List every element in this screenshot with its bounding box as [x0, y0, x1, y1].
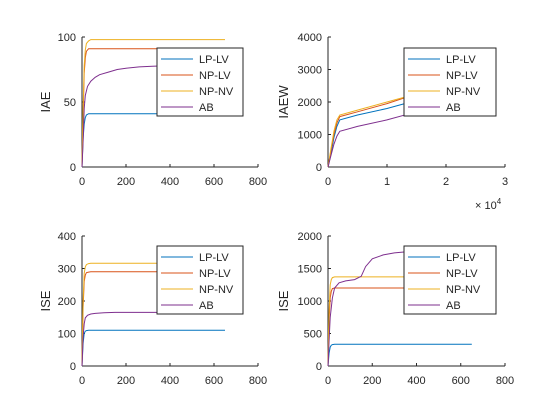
legend-label: NP-NV [446, 86, 481, 98]
x-tick-label: 0 [79, 375, 85, 387]
legend-label: NP-NV [446, 284, 481, 296]
subplot-1: 0 200 400 600 800 0 50 100 IAE LP-LV NP-LV NP-NV AB [38, 32, 267, 188]
x-tick-label: 0 [79, 176, 85, 188]
legend: LP-LV NP-LV NP-NV AB [403, 47, 497, 117]
y-tick-label: 100 [58, 329, 76, 341]
y-tick-label: 0 [316, 162, 322, 174]
legend-label: LP-LV [446, 54, 476, 66]
y-tick-label: 3000 [298, 65, 322, 77]
x-tick-label: 0 [325, 375, 331, 387]
series-line-ab [81, 311, 170, 367]
x-tick-label: 800 [249, 375, 267, 387]
subplot-2: 0 1 2 3 0 1000 2000 3000 4000 IAEW × 104 LP-LV NP-LV… [276, 32, 508, 212]
x-tick-label: 600 [205, 176, 223, 188]
y-tick-label: 1000 [298, 296, 322, 308]
x-tick-label: 2 [443, 176, 449, 188]
legend-label: LP-LV [199, 54, 229, 66]
x-exponent-label: × 104 [475, 197, 502, 212]
legend-label: NP-NV [199, 86, 234, 98]
y-tick-label: 0 [70, 361, 76, 373]
y-tick-label: 500 [304, 329, 322, 341]
series-line-lp-lv [81, 113, 225, 168]
series-line-ab [81, 65, 171, 168]
x-tick-label: 600 [205, 375, 223, 387]
y-tick-label: 400 [58, 231, 76, 243]
series-line-np-nv [81, 39, 225, 168]
series-line-lp-lv [327, 343, 472, 367]
series-line-lp-lv [81, 329, 225, 367]
legend-label: LP-LV [446, 252, 476, 264]
x-tick-label: 400 [161, 176, 179, 188]
x-tick-label: 200 [117, 375, 135, 387]
series-line-np-nv [327, 276, 472, 367]
y-tick-label: 1500 [298, 264, 322, 276]
x-tick-label: 800 [249, 176, 267, 188]
y-tick-label: 200 [58, 296, 76, 308]
series-line-ab [327, 251, 417, 367]
x-tick-label: 400 [407, 375, 425, 387]
y-axis-label: IAEW [276, 85, 291, 119]
legend-label: NP-LV [199, 268, 231, 280]
x-tick-label: 0 [325, 176, 331, 188]
y-tick-label: 4000 [298, 32, 322, 44]
x-tick-label: 3 [502, 176, 508, 188]
x-tick-label: 400 [161, 375, 179, 387]
x-tick-label: 600 [452, 375, 470, 387]
y-tick-label: 50 [64, 97, 76, 109]
y-tick-label: 2000 [298, 97, 322, 109]
legend-label: NP-NV [199, 284, 234, 296]
legend-label: AB [446, 300, 461, 312]
series-line-np-nv [81, 262, 225, 367]
legend: LP-LV NP-LV NP-NV AB [156, 47, 244, 117]
x-tick-label: 1 [384, 176, 390, 188]
y-tick-label: 1000 [298, 130, 322, 142]
y-axis-label: ISE [38, 290, 53, 311]
legend: LP-LV NP-LV NP-NV AB [403, 245, 497, 315]
legend-label: NP-LV [446, 268, 478, 280]
x-tick-label: 200 [117, 176, 135, 188]
y-tick-label: 0 [70, 162, 76, 174]
subplot-3: 0 200 400 600 800 0 100 200 300 400 ISE LP-LV NP-LV N… [38, 231, 267, 387]
series-line-np-lv [327, 287, 472, 367]
y-axis-label: ISE [276, 290, 291, 311]
y-tick-label: 100 [58, 32, 76, 44]
x-tick-label: 200 [363, 375, 381, 387]
legend-label: AB [199, 102, 214, 114]
legend: LP-LV NP-LV NP-NV AB [156, 245, 244, 315]
subplot-4: 0 200 400 600 800 0 500 1000 1500 2000 ISE LP-LV NP-… [276, 231, 514, 387]
legend-label: LP-LV [199, 252, 229, 264]
legend-label: NP-LV [199, 70, 231, 82]
y-tick-label: 2000 [298, 231, 322, 243]
y-tick-label: 0 [316, 361, 322, 373]
legend-label: AB [199, 300, 214, 312]
x-tick-label: 800 [496, 375, 514, 387]
y-tick-label: 300 [58, 264, 76, 276]
legend-label: NP-LV [446, 70, 478, 82]
y-axis-label: IAE [38, 91, 53, 112]
legend-label: AB [446, 102, 461, 114]
